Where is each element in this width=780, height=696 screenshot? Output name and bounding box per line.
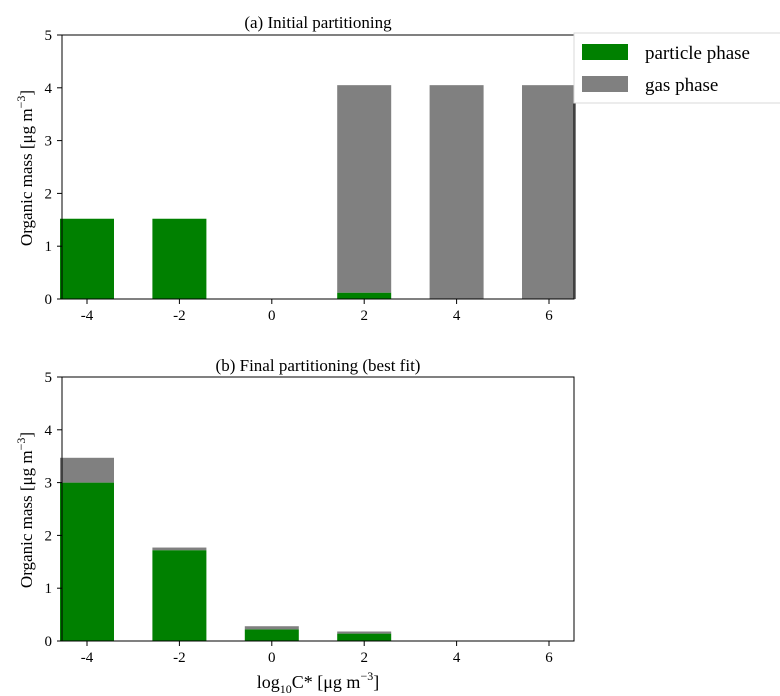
bar-b-particle-2: [244, 629, 299, 641]
bar-b-particle-0: [60, 482, 114, 641]
panel-a-bars: [60, 85, 576, 299]
xtick-label-b-4: 4: [453, 650, 461, 666]
panel-b-ylabel: Organic mass [μg m−3]: [14, 432, 36, 588]
panel-b-xlabel: log10C* [μg m−3]: [257, 669, 379, 696]
xtick-label-a-5: 6: [545, 308, 553, 324]
bar-a-particle-1: [152, 218, 207, 299]
panel-a-title: (a) Initial partitioning: [244, 13, 392, 32]
xtick-label-a-2: 0: [268, 308, 276, 324]
bar-a-particle-0: [60, 218, 114, 299]
ytick-label-b-3: 3: [45, 476, 53, 492]
legend-label-particle: particle phase: [645, 43, 750, 64]
svg-text:Organic mass [μg m−3]: Organic mass [μg m−3]: [14, 90, 36, 246]
bar-b-gas-1: [152, 547, 207, 551]
xtick-label-b-3: 2: [360, 650, 368, 666]
xtick-label-a-4: 4: [453, 308, 461, 324]
panel-b-title: (b) Final partitioning (best fit): [216, 356, 421, 375]
ytick-label-a-2: 2: [45, 186, 53, 202]
xtick-label-a-3: 2: [360, 308, 368, 324]
panel-b-frame: [61, 376, 575, 642]
ytick-label-b-2: 2: [45, 528, 53, 544]
panel-b-ticks: -4 -2 0 2 4 6 0 1 2 3 4 5: [45, 370, 554, 666]
legend-swatch-particle: [582, 44, 628, 60]
bar-b-gas-3: [337, 631, 392, 634]
panel-a-frame: [61, 34, 575, 300]
bar-a-gas-3: [337, 85, 392, 293]
xtick-label-b-1: -2: [173, 650, 186, 666]
svg-text:Organic mass [μg m−3]: Organic mass [μg m−3]: [14, 432, 36, 588]
ytick-label-b-1: 1: [45, 581, 53, 597]
panel-b-bars: [60, 457, 392, 641]
xtick-label-a-1: -2: [173, 308, 186, 324]
bar-a-particle-3: [337, 292, 392, 299]
xtick-label-b-0: -4: [81, 650, 94, 666]
ytick-label-a-4: 4: [45, 81, 53, 97]
xtick-label-b-2: 0: [268, 650, 276, 666]
panel-a: (a) Initial partitioning Organic mass [μ…: [14, 13, 576, 324]
bar-b-gas-0: [60, 457, 114, 483]
panel-b: (b) Final partitioning (best fit) Organi…: [14, 356, 575, 696]
panel-a-ylabel: Organic mass [μg m−3]: [14, 90, 36, 246]
xtick-label-b-5: 6: [545, 650, 553, 666]
legend-swatch-gas: [582, 76, 628, 92]
bar-b-gas-2: [244, 626, 299, 630]
ytick-label-b-4: 4: [45, 423, 53, 439]
ytick-label-a-3: 3: [45, 134, 53, 150]
ytick-label-b-5: 5: [45, 370, 53, 386]
bar-a-gas-4: [429, 85, 484, 299]
bar-b-particle-1: [152, 550, 207, 641]
legend: particle phase gas phase: [573, 32, 780, 104]
xtick-label-a-0: -4: [81, 308, 94, 324]
ytick-label-b-0: 0: [45, 634, 53, 650]
legend-label-gas: gas phase: [645, 75, 718, 96]
ytick-label-a-1: 1: [45, 239, 53, 255]
bar-a-gas-5: [522, 85, 576, 299]
bar-b-particle-3: [337, 633, 392, 641]
ytick-label-a-0: 0: [45, 292, 53, 308]
ytick-label-a-5: 5: [45, 28, 53, 44]
panel-a-ticks: -4 -2 0 2 4 6 0 1 2 3 4 5: [45, 28, 554, 324]
